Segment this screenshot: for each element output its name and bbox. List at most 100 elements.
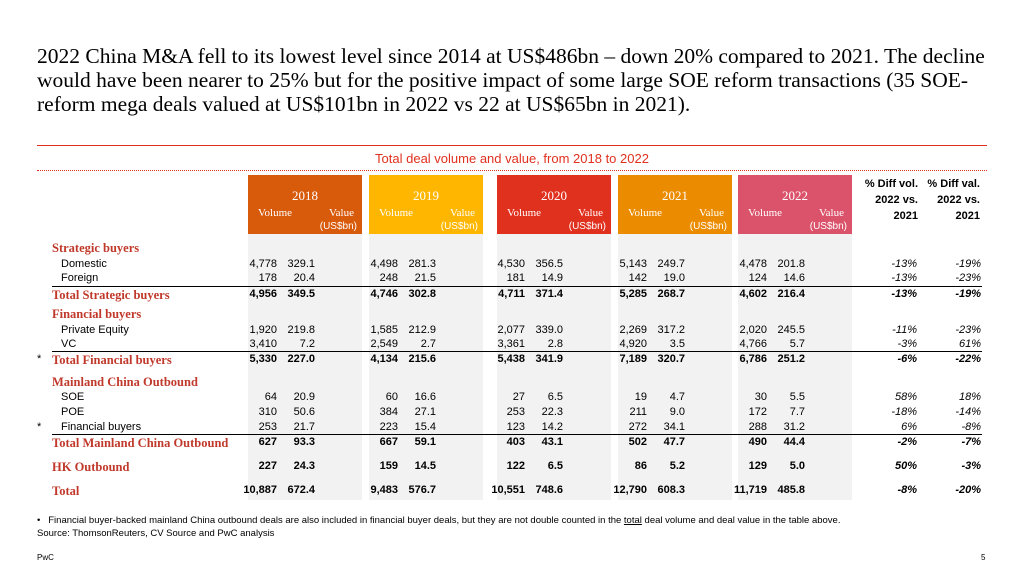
value-cell: 122 (506, 460, 525, 472)
year-label: 2021 (662, 188, 688, 203)
value-cell: 27.1 (414, 406, 436, 418)
diff-cell: -2% (897, 436, 917, 448)
value-cell: 14.9 (541, 272, 563, 284)
total-rule (52, 351, 982, 352)
footnote-line: • Financial buyer-backed mainland China … (37, 514, 840, 527)
value-cell: 219.8 (287, 324, 315, 336)
row-label: Total (52, 484, 80, 498)
value-cell: 223 (379, 421, 398, 433)
value-cell: 490 (748, 436, 767, 448)
diff-cell: -19% (955, 258, 981, 270)
diff-cell: 6% (901, 421, 917, 433)
value-cell: 310 (258, 406, 277, 418)
value-cell: 124 (748, 272, 767, 284)
value-cell: 4,498 (370, 258, 398, 270)
value-cell: 216.4 (777, 288, 805, 300)
unit-header: (US$bn) (689, 221, 727, 232)
value-cell: 4,711 (498, 288, 525, 300)
value-cell: 47.7 (663, 436, 685, 448)
value-cell: 19 (634, 391, 647, 403)
value-cell: 20.4 (293, 272, 315, 284)
diff-cell: 58% (894, 391, 917, 403)
value-cell: 142 (628, 272, 647, 284)
value-cell: 4,956 (249, 288, 277, 300)
value-cell: 7.2 (299, 338, 315, 350)
footnote-marker: * (37, 353, 42, 365)
value-cell: 1,585 (370, 324, 398, 336)
diff-value-header-line: % Diff val. (927, 178, 980, 190)
value-cell: 21.7 (293, 421, 315, 433)
value-cell: 59.1 (414, 436, 436, 448)
value-cell: 288 (748, 421, 767, 433)
table-row-total: Total Strategic buyers 4,956 349.5 4,746 302… (37, 288, 987, 302)
section-mainland-outbound: Mainland China Outbound (52, 375, 198, 389)
value-cell: 253 (506, 406, 525, 418)
title-divider (37, 145, 987, 146)
footnote: • Financial buyer-backed mainland China … (37, 514, 840, 540)
year-label: 2020 (541, 188, 567, 203)
diff-cell: -18% (891, 406, 917, 418)
value-cell: 212.9 (408, 324, 436, 336)
diff-cell: -3% (961, 460, 981, 472)
value-cell: 10,551 (491, 484, 525, 496)
value-cell: 93.3 (293, 436, 315, 448)
value-cell: 60 (385, 391, 398, 403)
value-cell: 349.5 (287, 288, 315, 300)
value-cell: 129 (748, 460, 767, 472)
table-row: SOE 64 20.9 60 16.6 27 6.5 19 4.7 30 5.5 58% 18% (37, 391, 987, 405)
volume-header: Volume (258, 207, 293, 219)
diff-cell: 50% (894, 460, 917, 472)
table-row-total: * Total Financial buyers 5,330 227.0 4,134 21… (37, 353, 987, 367)
value-cell: 3.5 (669, 338, 685, 350)
value-cell: 227.0 (287, 353, 315, 365)
value-cell: 249.7 (657, 258, 685, 270)
value-cell: 227 (258, 460, 277, 472)
diff-cell: 61% (958, 338, 981, 350)
table-row-total: HK Outbound 227 24.3 159 14.5 122 6.5 86 5.2 129 5… (37, 460, 987, 474)
diff-cell: 18% (958, 391, 981, 403)
unit-header: (US$bn) (440, 221, 478, 232)
value-cell: 201.8 (777, 258, 805, 270)
diff-cell: -13% (891, 258, 917, 270)
value-cell: 4,478 (739, 258, 767, 270)
value-cell: 6.5 (547, 391, 563, 403)
value-cell: 50.6 (293, 406, 315, 418)
value-cell: 748.6 (535, 484, 563, 496)
value-cell: 356.5 (535, 258, 563, 270)
diff-value-header-line: 2021 (955, 210, 980, 222)
table-row: Foreign 178 20.4 248 21.5 181 14.9 142 19.0 124 14… (37, 272, 987, 286)
value-cell: 4,530 (497, 258, 525, 270)
value-cell: 4,766 (739, 338, 767, 350)
value-cell: 329.1 (287, 258, 315, 270)
value-cell: 19.0 (663, 272, 685, 284)
volume-header: Volume (379, 207, 414, 219)
value-cell: 627 (258, 436, 277, 448)
diff-cell: -13% (891, 288, 917, 300)
value-cell: 123 (506, 421, 525, 433)
row-label: Total Mainland China Outbound (52, 436, 229, 450)
value-cell: 86 (634, 460, 647, 472)
value-cell: 253 (258, 421, 277, 433)
value-cell: 667 (379, 436, 398, 448)
unit-header: (US$bn) (809, 221, 847, 232)
row-label: VC (61, 338, 77, 350)
source-line: Source: ThomsonReuters, CV Source and Pw… (37, 528, 275, 539)
footnote-bullet: • (37, 515, 41, 526)
value-cell: 2,077 (497, 324, 525, 336)
page-number: 5 (981, 553, 986, 562)
value-cell: 5.5 (789, 391, 805, 403)
value-cell: 159 (379, 460, 398, 472)
value-cell: 64 (264, 391, 277, 403)
diff-cell: -23% (955, 324, 981, 336)
value-cell: 5,438 (497, 353, 525, 365)
row-label: Total Strategic buyers (52, 288, 170, 302)
value-cell: 1,920 (249, 324, 277, 336)
column-shade-2021 (618, 234, 732, 500)
diff-cell: -22% (955, 353, 981, 365)
value-cell: 3,361 (497, 338, 525, 350)
value-cell: 181 (506, 272, 525, 284)
year-label: 2018 (292, 188, 318, 203)
value-cell: 268.7 (657, 288, 685, 300)
value-cell: 2.7 (420, 338, 436, 350)
value-cell: 6,786 (739, 353, 767, 365)
